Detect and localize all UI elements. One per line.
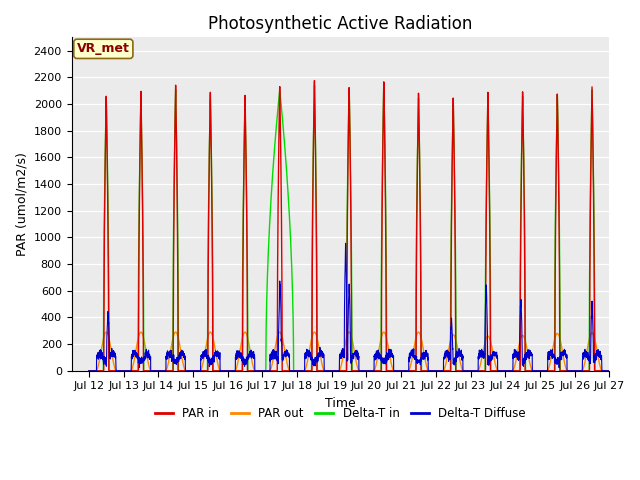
Y-axis label: PAR (umol/m2/s): PAR (umol/m2/s)	[15, 152, 28, 256]
Text: VR_met: VR_met	[77, 42, 130, 55]
Legend: PAR in, PAR out, Delta-T in, Delta-T Diffuse: PAR in, PAR out, Delta-T in, Delta-T Dif…	[150, 402, 531, 425]
Title: Photosynthetic Active Radiation: Photosynthetic Active Radiation	[208, 15, 472, 33]
X-axis label: Time: Time	[325, 397, 356, 410]
